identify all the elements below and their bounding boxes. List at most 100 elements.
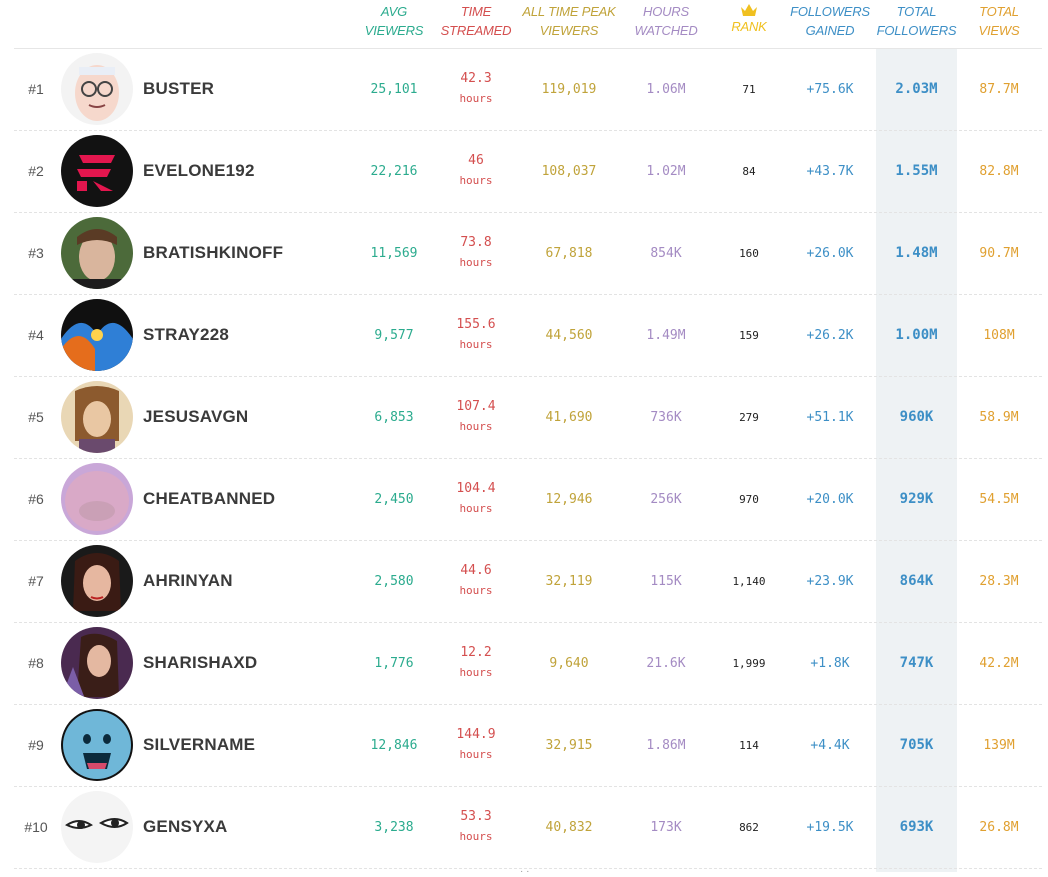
time-streamed-value: 155.6 — [456, 317, 496, 332]
streamer-avatar[interactable] — [61, 135, 133, 207]
peak-viewers-cell: 67,818 — [545, 245, 593, 261]
header-total-followers[interactable]: TOTAL FOLLOWERS — [876, 4, 957, 38]
total-followers-cell: 705K — [899, 737, 934, 753]
table-row[interactable]: #9 SILVERNAME 12,846 144.9 hours 32,915 … — [14, 704, 1042, 787]
rank-number: #2 — [28, 163, 44, 179]
streamer-avatar[interactable] — [61, 299, 133, 371]
table-row[interactable]: #8 SHARISHAXD 1,776 12.2 hours 9,640 21.… — [14, 622, 1042, 705]
time-streamed-cell: 46 hours — [436, 130, 516, 212]
total-followers-cell: 1.00M — [895, 327, 938, 343]
rank-cell: 970 — [739, 492, 759, 506]
time-streamed-cell: 144.9 hours — [436, 704, 516, 786]
rank-cell: 114 — [739, 738, 759, 752]
followers-gained-cell: +75.6K — [806, 81, 854, 97]
table-row[interactable]: #2 EVELONE192 22,216 46 hours 108,037 1.… — [14, 130, 1042, 213]
total-views-cell: 82.8M — [979, 163, 1019, 179]
streamer-name[interactable]: STRAY228 — [143, 325, 230, 344]
streamer-name[interactable]: BRATISHKINOFF — [143, 243, 284, 262]
time-streamed-value: 107.4 — [456, 399, 496, 414]
total-views-cell: 87.7M — [979, 81, 1019, 97]
peak-viewers-cell: 32,119 — [545, 573, 593, 589]
followers-gained-cell: +1.8K — [810, 655, 850, 671]
table-row[interactable]: #5 JESUSAVGN 6,853 107.4 hours 41,690 73… — [14, 376, 1042, 459]
rank-cell: 71 — [742, 82, 756, 96]
hours-watched-cell: 115K — [650, 573, 682, 589]
streamer-name[interactable]: BUSTER — [143, 79, 215, 98]
header-hours-watched[interactable]: HOURS WATCHED — [634, 4, 698, 38]
time-streamed-unit: hours — [459, 92, 493, 105]
rank-cell: 160 — [739, 246, 759, 260]
table-row[interactable]: #10 GENSYXA 3,238 53.3 hours 40,832 173K… — [14, 786, 1042, 869]
peak-viewers-cell: 40,832 — [545, 819, 593, 835]
total-followers-cell: 1.48M — [895, 245, 938, 261]
time-streamed-value: 44.6 — [460, 563, 492, 578]
streamer-avatar[interactable] — [61, 463, 133, 535]
hours-watched-cell: 854K — [650, 245, 682, 261]
avg-viewers-cell: 22,216 — [370, 163, 418, 179]
time-streamed-value: 53.3 — [460, 809, 492, 824]
streamer-name[interactable]: SHARISHAXD — [143, 653, 258, 672]
total-views-cell: 108M — [983, 327, 1015, 343]
avg-viewers-cell: 2,580 — [374, 573, 414, 589]
followers-gained-cell: +43.7K — [806, 163, 854, 179]
time-streamed-cell: 12.2 hours — [436, 622, 516, 704]
rank-cell: 84 — [742, 164, 756, 178]
streamer-avatar[interactable] — [61, 53, 133, 125]
streamer-avatar[interactable] — [61, 545, 133, 617]
table-row[interactable]: #4 STRAY228 9,577 155.6 hours 44,560 1.4… — [14, 294, 1042, 377]
total-followers-cell: 747K — [899, 655, 934, 671]
table-header: AVG VIEWERS TIME STREAMED ALL TIME PEAK VIE… — [14, 0, 1042, 49]
table-row[interactable]: #6 CHEATBANNED 2,450 104.4 hours 12,946 … — [14, 458, 1042, 541]
header-all-time-peak[interactable]: ALL TIME PEAK VIEWERS — [522, 4, 616, 38]
streamer-name[interactable]: CHEATBANNED — [143, 489, 276, 508]
followers-gained-cell: +20.0K — [806, 491, 854, 507]
time-streamed-cell: 73.8 hours — [436, 212, 516, 294]
streamer-name[interactable]: EVELONE192 — [143, 161, 255, 180]
rank-number: #5 — [28, 409, 44, 425]
rank-number: #9 — [28, 737, 44, 753]
time-streamed-unit: hours — [459, 256, 493, 269]
table-row[interactable]: #3 BRATISHKINOFF 11,569 73.8 hours 67,81… — [14, 212, 1042, 295]
peak-viewers-cell: 108,037 — [541, 163, 597, 179]
time-streamed-unit: hours — [459, 174, 493, 187]
streamer-avatar[interactable] — [61, 627, 133, 699]
hours-watched-cell: 1.49M — [646, 327, 686, 343]
avg-viewers-cell: 12,846 — [370, 737, 418, 753]
total-views-cell: 26.8M — [979, 819, 1019, 835]
header-total-views[interactable]: TOTAL VIEWS — [978, 4, 1020, 38]
avg-viewers-cell: 25,101 — [370, 81, 418, 97]
followers-gained-cell: +4.4K — [810, 737, 850, 753]
streamer-name[interactable]: JESUSAVGN — [143, 407, 249, 426]
time-streamed-value: 144.9 — [456, 727, 496, 742]
time-streamed-unit: hours — [459, 338, 493, 351]
streamer-avatar[interactable] — [61, 381, 133, 453]
streamer-name[interactable]: AHRINYAN — [143, 571, 233, 590]
header-avg-viewers[interactable]: AVG VIEWERS — [364, 4, 424, 38]
table-row[interactable]: #1 BUSTER 25,101 42.3 hours 119,019 1.06… — [14, 48, 1042, 131]
total-followers-cell: 693K — [899, 819, 934, 835]
time-streamed-unit: hours — [459, 420, 493, 433]
rank-number: #10 — [24, 819, 48, 835]
total-followers-cell: 960K — [899, 409, 934, 425]
time-streamed-cell: 104.4 hours — [436, 458, 516, 540]
streamer-avatar[interactable] — [61, 217, 133, 289]
peak-viewers-cell: 44,560 — [545, 327, 593, 343]
time-streamed-cell: 53.3 hours — [436, 786, 516, 868]
avg-viewers-cell: 6,853 — [374, 409, 414, 425]
header-rank[interactable]: RANK — [709, 2, 789, 36]
followers-gained-cell: +23.9K — [806, 573, 854, 589]
crown-icon — [741, 4, 757, 16]
header-followers-gained[interactable]: FOLLOWERS GAINED — [790, 4, 870, 38]
followers-gained-cell: +26.2K — [806, 327, 854, 343]
streamer-avatar[interactable] — [61, 791, 133, 863]
streamer-name[interactable]: SILVERNAME — [143, 735, 256, 754]
time-streamed-value: 73.8 — [460, 235, 492, 250]
rank-number: #7 — [28, 573, 44, 589]
header-time-streamed[interactable]: TIME STREAMED — [440, 4, 512, 38]
streamer-avatar[interactable] — [61, 709, 133, 781]
table-row[interactable]: #7 AHRINYAN 2,580 44.6 hours 32,119 115K… — [14, 540, 1042, 623]
rank-number: #1 — [28, 81, 44, 97]
streamer-name[interactable]: GENSYXA — [143, 817, 228, 836]
time-streamed-value: 104.4 — [456, 481, 496, 496]
peak-viewers-cell: 32,915 — [545, 737, 593, 753]
